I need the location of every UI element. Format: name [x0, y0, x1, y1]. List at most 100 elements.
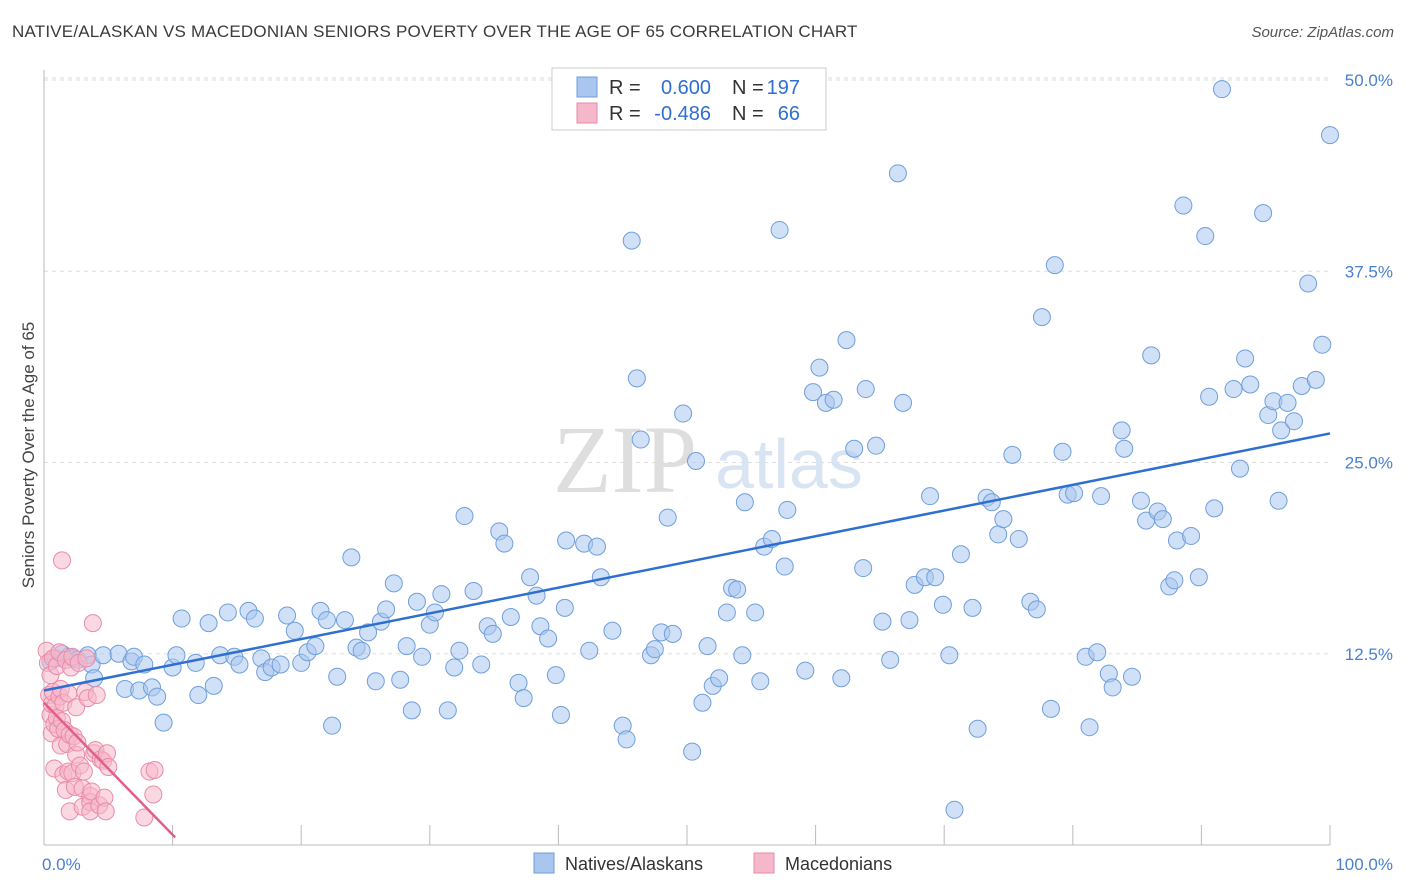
- native-point-179: [1205, 499, 1224, 518]
- native-point-150: [1027, 600, 1046, 619]
- native-point-67: [472, 655, 491, 674]
- native-point-119: [810, 358, 829, 377]
- legend-r-value-pink: -0.486: [654, 103, 711, 125]
- native-point-55: [397, 637, 416, 656]
- legend-r-label-blue: R =: [609, 77, 641, 99]
- native-point-136: [926, 568, 945, 587]
- native-point-29: [230, 655, 249, 674]
- legend-swatch-blue: [576, 76, 598, 98]
- native-point-80: [551, 705, 570, 724]
- native-point-92: [631, 430, 650, 449]
- y-tick-label-3: 50.0%: [1345, 71, 1393, 90]
- x-tick-label-0: 0.0%: [42, 855, 81, 874]
- native-point-165: [1122, 667, 1141, 686]
- macedonian-point-62: [135, 808, 154, 827]
- native-point-101: [693, 693, 712, 712]
- native-point-71: [495, 534, 514, 553]
- native-point-40: [306, 637, 325, 656]
- native-point-141: [963, 598, 982, 617]
- y-axis-title: Seniors Poverty Over the Age of 65: [19, 322, 38, 588]
- native-point-177: [1196, 227, 1215, 246]
- native-point-174: [1174, 196, 1193, 215]
- native-point-20: [167, 646, 186, 665]
- native-point-17: [148, 687, 167, 706]
- native-point-102: [698, 637, 717, 656]
- native-point-137: [933, 595, 952, 614]
- native-point-52: [377, 600, 396, 619]
- chart-title: NATIVE/ALASKAN VS MACEDONIAN SENIORS POV…: [12, 22, 858, 41]
- native-point-195: [1313, 335, 1332, 354]
- native-point-35: [271, 655, 290, 674]
- native-point-46: [342, 548, 361, 567]
- legend-n-value-blue: 197: [767, 77, 800, 99]
- native-point-66: [464, 582, 483, 601]
- native-point-185: [1254, 204, 1273, 223]
- native-point-126: [856, 380, 875, 399]
- native-point-87: [603, 621, 622, 640]
- stats-legend: R = 0.600 N = 197 R = -0.486 N = 66: [551, 67, 827, 131]
- y-tick-label-0: 12.5%: [1345, 645, 1393, 664]
- native-point-166: [1131, 491, 1150, 510]
- native-point-178: [1200, 387, 1219, 406]
- series-legend-swatch-macedonians: [753, 852, 775, 874]
- native-point-168: [1142, 346, 1161, 365]
- native-point-24: [199, 614, 218, 633]
- native-point-182: [1230, 459, 1249, 478]
- native-point-107: [728, 580, 747, 599]
- native-point-48: [352, 641, 371, 660]
- native-point-180: [1212, 80, 1231, 99]
- native-point-153: [1045, 256, 1064, 275]
- legend-swatch-pink: [576, 102, 598, 124]
- macedonian-point-54: [87, 686, 106, 705]
- native-point-176: [1189, 568, 1208, 587]
- native-point-111: [751, 672, 770, 691]
- native-point-9: [94, 646, 113, 665]
- native-point-21: [172, 609, 191, 628]
- native-point-138: [940, 646, 959, 665]
- native-point-145: [989, 525, 1008, 544]
- native-point-114: [770, 220, 789, 239]
- native-point-162: [1103, 678, 1122, 697]
- legend-r-label-pink: R =: [609, 103, 641, 125]
- native-point-189: [1272, 421, 1291, 440]
- native-point-78: [539, 629, 558, 648]
- native-point-193: [1299, 274, 1318, 293]
- native-point-160: [1092, 487, 1111, 506]
- native-point-151: [1032, 308, 1051, 327]
- macedonian-point-64: [144, 785, 163, 804]
- y-tick-label-2: 37.5%: [1345, 262, 1393, 281]
- native-point-131: [894, 393, 913, 412]
- native-point-42: [317, 611, 336, 630]
- native-point-122: [832, 669, 851, 688]
- macedonians-points: [37, 551, 164, 827]
- native-point-69: [483, 624, 502, 643]
- native-point-181: [1224, 380, 1243, 399]
- native-point-152: [1041, 699, 1060, 718]
- native-point-97: [663, 624, 682, 643]
- macedonian-point-20: [53, 551, 72, 570]
- legend-r-value-blue: 0.600: [661, 77, 711, 99]
- y-tick-label-1: 25.0%: [1345, 454, 1393, 473]
- native-point-188: [1269, 491, 1288, 510]
- native-point-89: [617, 730, 636, 749]
- legend-n-value-pink: 66: [778, 103, 800, 125]
- source-credit: Source: ZipAtlas.com: [1251, 24, 1394, 41]
- native-point-75: [521, 568, 540, 587]
- native-point-132: [900, 611, 919, 630]
- native-point-22: [186, 653, 205, 672]
- native-point-117: [796, 661, 815, 680]
- tick-labels: 12.5% 25.0% 37.5% 50.0% 0.0% 100.0%: [42, 71, 1393, 874]
- native-point-139: [945, 800, 964, 819]
- native-point-62: [438, 701, 457, 720]
- watermark-atlas: atlas: [715, 425, 863, 503]
- macedonian-point-51: [83, 614, 102, 633]
- native-point-57: [407, 592, 426, 611]
- native-point-183: [1236, 349, 1255, 368]
- native-point-128: [873, 612, 892, 631]
- legend-n-label-pink: N =: [732, 103, 764, 125]
- native-point-63: [445, 658, 464, 677]
- native-point-154: [1053, 442, 1072, 461]
- native-point-56: [402, 701, 421, 720]
- native-point-116: [778, 500, 797, 519]
- native-point-98: [674, 404, 693, 423]
